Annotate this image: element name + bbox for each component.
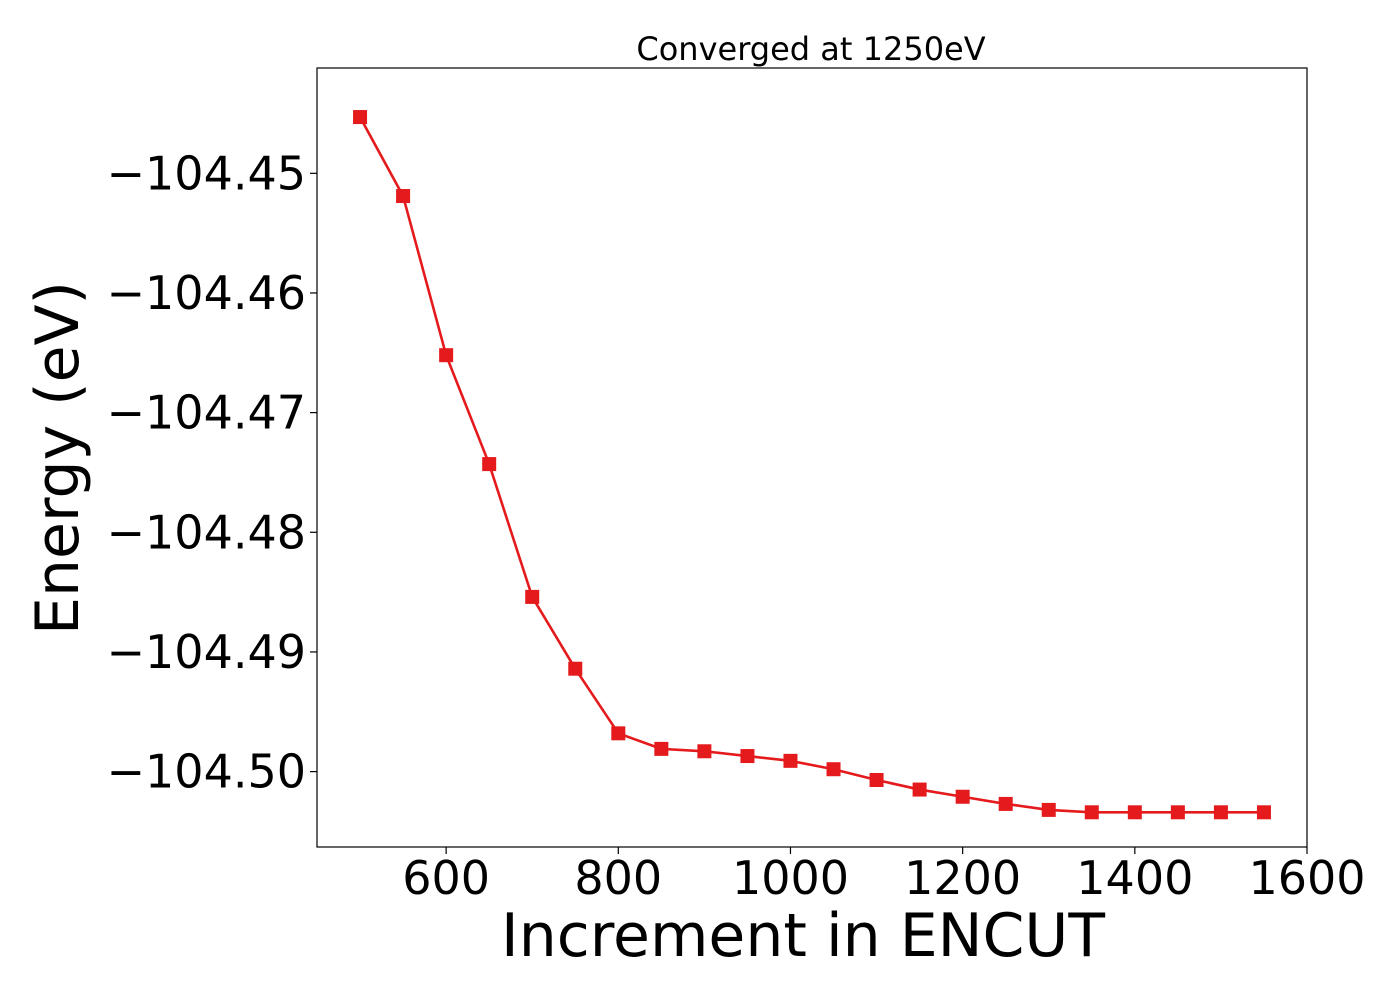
- data-point: [697, 744, 712, 759]
- data-point: [396, 189, 411, 204]
- plot-frame: [316, 67, 1308, 848]
- data-point: [1041, 802, 1056, 817]
- data-point: [1127, 805, 1142, 820]
- y-axis: −104.45 −104.46 −104.47 −104.48 −104.49 −104.…: [107, 146, 317, 799]
- x-tick-label: 600: [402, 851, 490, 905]
- y-tick-label: −104.50: [107, 745, 307, 799]
- data-point: [1084, 805, 1099, 820]
- data-point: [482, 457, 497, 472]
- x-tick-label: 800: [574, 851, 662, 905]
- y-tick-label: −104.49: [107, 625, 307, 679]
- chart-title: Converged at 1250eV: [636, 30, 985, 68]
- x-axis: 600 800 1000 1200 1400 1600: [402, 847, 1366, 905]
- x-axis-label: Increment in ENCUT: [501, 901, 1105, 971]
- series-line: [358, 116, 1264, 814]
- y-tick-label: −104.48: [107, 505, 307, 559]
- data-point: [1256, 805, 1271, 820]
- x-tick-label: 1200: [904, 851, 1021, 905]
- y-tick-label: −104.45: [107, 146, 307, 200]
- y-axis-label: Energy (eV): [23, 281, 93, 635]
- data-point: [998, 796, 1013, 811]
- data-point: [525, 589, 540, 604]
- x-tick-label: 1000: [732, 851, 849, 905]
- data-point: [912, 782, 927, 797]
- data-point: [1170, 805, 1185, 820]
- data-point: [869, 772, 884, 787]
- y-tick-label: −104.46: [107, 266, 307, 320]
- data-point: [740, 749, 755, 764]
- data-point: [783, 753, 798, 768]
- data-point: [1213, 805, 1228, 820]
- series-layer: [353, 110, 1271, 820]
- data-point: [353, 110, 368, 125]
- data-point: [654, 741, 669, 756]
- data-point: [611, 726, 626, 741]
- data-point: [826, 762, 841, 777]
- x-tick-label: 1400: [1076, 851, 1193, 905]
- data-point: [568, 661, 583, 676]
- y-tick-label: −104.47: [107, 386, 307, 440]
- x-tick-label: 1600: [1248, 851, 1365, 905]
- data-point: [955, 789, 970, 804]
- data-point: [439, 348, 454, 363]
